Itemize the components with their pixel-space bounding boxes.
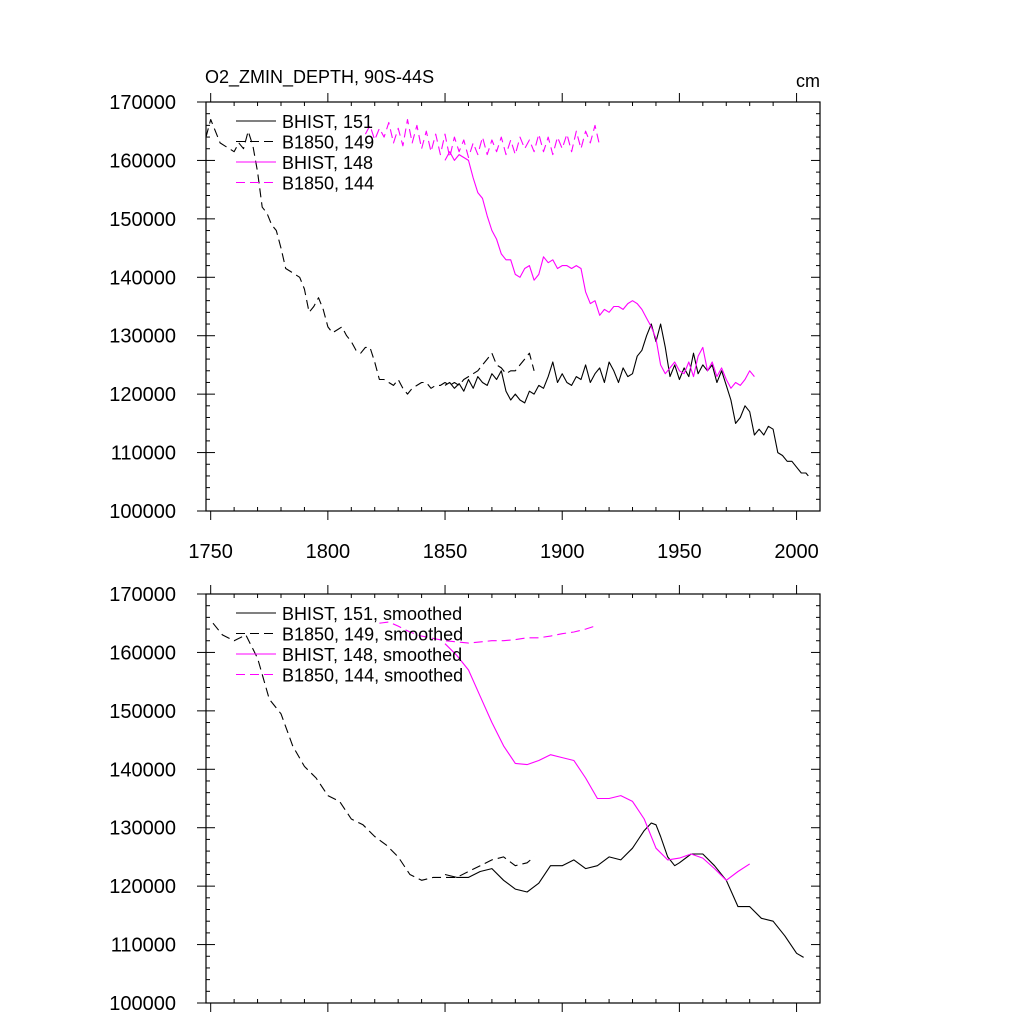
y-tick-label: 100000 [109,501,176,523]
legend-label-bhist-151-smoothed: BHIST, 151, smoothed [282,604,462,624]
legend-label-b1850-149: B1850, 149 [282,133,374,153]
series-line-bhist-151 [444,323,809,477]
top-panel-ticks [197,93,820,520]
y-tick-label: 160000 [109,150,176,172]
y-tick-label: 140000 [109,267,176,289]
y-tick-label: 150000 [109,209,176,231]
legend-label-bhist-148: BHIST, 148 [282,153,373,173]
bottom-panel-tick-labels: 100000 110000 120000 130000 140000 150000 1600… [109,584,176,1015]
top-panel: O2_ZMIN_DEPTH, 90S-44S cm 100000 110000 12… [109,67,821,563]
x-tick-label: 1750 [188,541,233,563]
y-tick-label: 110000 [111,935,176,957]
series-line-bhist-148-smoothed [444,643,750,881]
bottom-panel: 100000 110000 120000 130000 140000 150000 1600… [109,584,821,1015]
legend-label-bhist-151: BHIST, 151 [282,112,373,132]
y-tick-label: 140000 [109,759,176,781]
y-tick-label: 160000 [109,642,176,664]
series-line-bhist-148 [444,151,755,389]
y-tick-label: 170000 [109,584,176,606]
series-line-bhist-151-smoothed [444,822,804,958]
y-tick-label: 130000 [109,818,176,840]
legend-label-b1850-149-smoothed: B1850, 149, smoothed [282,625,463,645]
x-tick-label: 2000 [774,541,819,563]
y-tick-label: 120000 [109,384,176,406]
series-line-b1850-149 [205,118,535,395]
bottom-panel-series [212,621,804,958]
chart-title: O2_ZMIN_DEPTH, 90S-44S [205,67,434,88]
x-tick-label: 1850 [423,541,468,563]
legend-label-b1850-144-smoothed: B1850, 144, smoothed [282,666,463,686]
y-tick-label: 110000 [111,443,176,465]
top-panel-tick-labels: 100000 110000 120000 130000 140000 150000 1600… [109,92,819,563]
y-tick-label: 120000 [109,876,176,898]
y-tick-label: 100000 [109,993,176,1015]
top-panel-frame [205,101,821,512]
series-line-b1850-149-smoothed [212,622,535,881]
top-panel-series [205,118,809,477]
x-tick-label: 1800 [306,541,351,563]
x-tick-label: 1900 [540,541,585,563]
series-line-b1850-144 [364,118,601,159]
units-label: cm [796,71,820,91]
y-tick-label: 150000 [109,701,176,723]
series-line-b1850-144-smoothed [379,621,596,644]
y-tick-label: 130000 [109,326,176,348]
bottom-panel-frame [205,593,821,1004]
x-tick-label: 1950 [657,541,702,563]
legend-label-bhist-148-smoothed: BHIST, 148, smoothed [282,645,462,665]
legend-label-b1850-144: B1850, 144 [282,174,374,194]
y-tick-label: 170000 [109,92,176,114]
